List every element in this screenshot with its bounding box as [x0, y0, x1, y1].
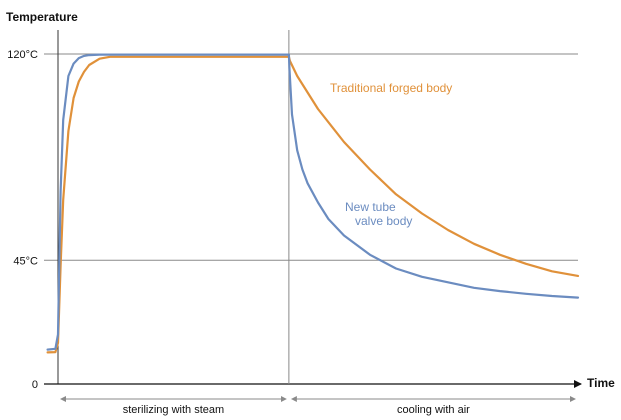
x-axis-title: Time	[587, 376, 615, 390]
series-line-0	[46, 55, 580, 354]
grid-lines	[44, 53, 578, 261]
phase-label-0: sterilizing with steam	[123, 404, 224, 416]
annotation-traditional-forged-body: Traditional forged body	[330, 81, 452, 95]
y-axis-title: Temperature	[6, 10, 78, 24]
axes	[44, 30, 582, 402]
series-lines	[46, 53, 580, 354]
chart-labels: 0 45°C 120°C sterilizing with steam cooling …	[7, 49, 470, 416]
y-tick-label-2: 120°C	[7, 49, 38, 61]
y-tick-label-1: 45°C	[13, 255, 38, 267]
annotation-valve-body: valve body	[355, 214, 412, 228]
phase-label-1: cooling with air	[397, 404, 470, 416]
annotation-new-tube: New tube	[345, 200, 396, 214]
series-line-1	[46, 53, 580, 351]
y-tick-label-0: 0	[32, 379, 38, 391]
